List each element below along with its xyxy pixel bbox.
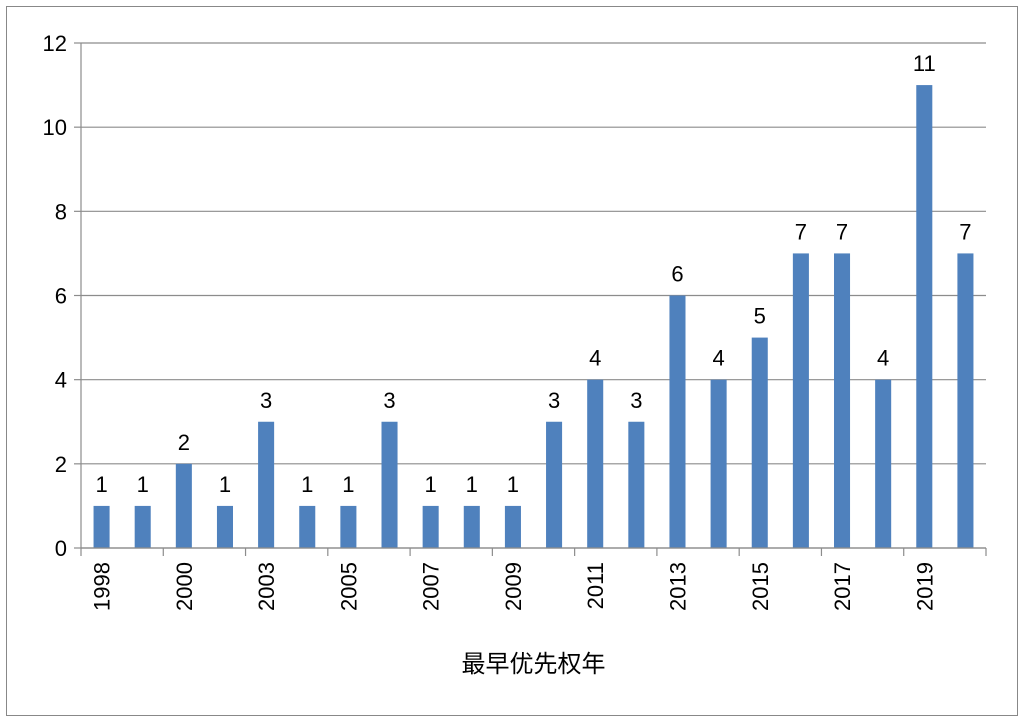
bar (916, 85, 933, 548)
bar (463, 505, 480, 548)
data-label: 4 (712, 346, 724, 371)
bar (175, 463, 192, 548)
y-tick-label: 8 (55, 199, 67, 224)
data-label: 1 (342, 472, 354, 497)
bars (93, 85, 974, 548)
data-label: 5 (754, 304, 766, 329)
x-tick-label: 2007 (419, 562, 444, 611)
bar (546, 421, 563, 548)
x-axis-title: 最早优先权年 (462, 650, 606, 678)
y-tick-label: 4 (55, 368, 67, 393)
x-tick-label: 2013 (665, 562, 690, 611)
data-label: 3 (548, 388, 560, 413)
y-tick-label: 6 (55, 284, 67, 309)
x-tick-label: 2009 (501, 562, 526, 611)
bar (669, 295, 686, 548)
data-label: 11 (913, 51, 936, 76)
data-label: 7 (959, 219, 971, 244)
bar (751, 337, 768, 548)
bar (834, 253, 851, 548)
data-label: 7 (795, 219, 807, 244)
bar (875, 379, 892, 548)
bar (628, 421, 645, 548)
x-tick-label: 2017 (830, 562, 855, 611)
y-tick-label: 10 (43, 115, 67, 140)
data-label: 1 (137, 472, 149, 497)
bar (340, 505, 357, 548)
x-tick-label: 2000 (172, 562, 197, 611)
data-label: 4 (877, 346, 889, 371)
data-label: 1 (301, 472, 313, 497)
x-tick-label: 2011 (583, 562, 608, 609)
bar (93, 505, 110, 548)
x-tick-label: 2019 (912, 562, 937, 611)
data-label: 1 (466, 472, 478, 497)
data-label: 3 (383, 388, 395, 413)
data-label: 1 (507, 472, 519, 497)
data-label: 2 (178, 430, 190, 455)
bar (422, 505, 439, 548)
data-label: 1 (219, 472, 231, 497)
gridlines (81, 42, 986, 549)
bar (792, 253, 809, 548)
bar (216, 505, 233, 548)
x-tick-label: 2003 (254, 562, 279, 611)
x-tick-label: 1998 (90, 562, 115, 611)
x-tick-label: 2005 (336, 562, 361, 611)
data-label: 1 (95, 472, 107, 497)
chart-frame: 0 2 4 6 8 10 12 1 1998 1 2 2000 1 3 2003 1 1 2005 3 1 2007 1 1… (6, 6, 1018, 716)
data-label: 7 (836, 219, 848, 244)
bar (710, 379, 727, 548)
bar (587, 379, 604, 548)
bar (258, 421, 275, 548)
x-tick-label: 2015 (748, 562, 773, 611)
data-label: 3 (630, 388, 642, 413)
bar (381, 421, 398, 548)
bar (299, 505, 316, 548)
data-label: 3 (260, 388, 272, 413)
bar (957, 253, 974, 548)
bar (134, 505, 151, 548)
data-label: 1 (425, 472, 437, 497)
bar (504, 505, 521, 548)
y-tick-label: 12 (43, 31, 67, 56)
data-label: 6 (671, 262, 683, 287)
data-label: 4 (589, 346, 601, 371)
y-tick-label: 0 (55, 536, 67, 561)
axes (74, 42, 987, 556)
y-tick-label: 2 (55, 452, 67, 477)
